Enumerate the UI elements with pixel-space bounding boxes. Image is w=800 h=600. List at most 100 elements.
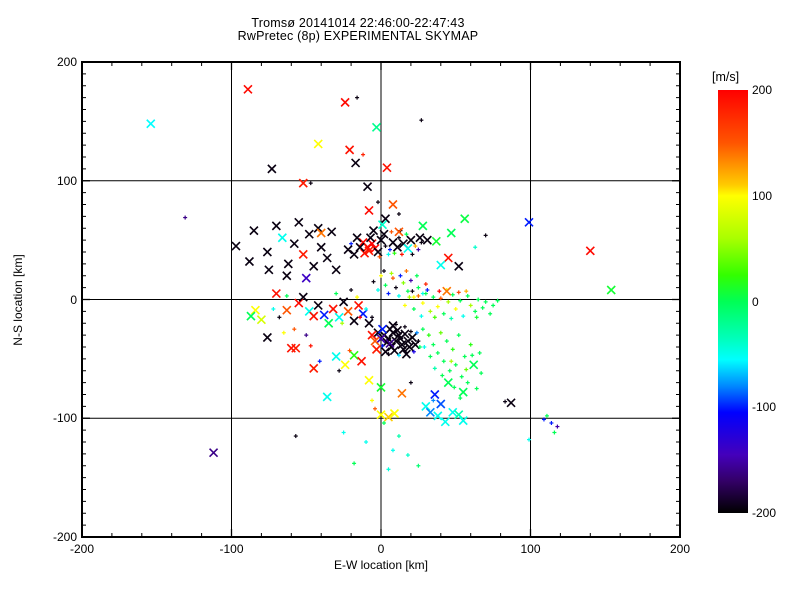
data-point-x xyxy=(294,298,304,308)
data-point-x xyxy=(436,399,446,409)
data-point-x xyxy=(433,411,443,421)
data-point-x xyxy=(398,239,408,249)
data-point-x xyxy=(354,300,364,311)
colorbar-tick-label: 0 xyxy=(752,294,759,309)
colorbar-units-label: [m/s] xyxy=(712,70,740,84)
data-point-x xyxy=(322,253,332,263)
data-point-x xyxy=(262,332,272,343)
data-point-x xyxy=(282,271,292,281)
data-point-x xyxy=(356,356,367,366)
x-tick-label: -100 xyxy=(219,542,244,556)
data-point-x xyxy=(460,214,470,224)
data-point-x xyxy=(304,229,314,239)
scatter-points xyxy=(146,84,616,472)
data-point-x xyxy=(385,338,395,349)
data-point-x xyxy=(392,325,403,335)
data-point-x xyxy=(364,205,374,216)
data-point-x xyxy=(371,344,382,354)
data-point-x xyxy=(246,311,256,321)
data-point-x xyxy=(446,228,456,238)
data-point-x xyxy=(327,227,337,237)
data-point-x xyxy=(291,343,301,353)
data-point-x xyxy=(146,119,156,129)
data-point-x xyxy=(322,392,332,402)
colorbar-tick-label: -100 xyxy=(752,400,777,415)
data-point-x xyxy=(349,316,359,326)
data-point-x xyxy=(294,217,304,227)
data-point-x xyxy=(377,324,388,334)
data-point-x xyxy=(271,288,281,299)
data-point-x xyxy=(365,233,376,243)
data-point-x xyxy=(442,286,452,296)
x-tick-label: 200 xyxy=(669,542,691,556)
data-point-x xyxy=(304,306,314,316)
data-point-x xyxy=(364,375,374,385)
x-tick-label: -200 xyxy=(69,542,95,556)
data-point-x xyxy=(309,363,319,373)
data-point-x xyxy=(376,382,386,392)
data-point-x xyxy=(256,315,266,325)
data-point-x xyxy=(362,182,373,192)
data-point-x xyxy=(407,332,417,343)
colorbar-tick-label: -200 xyxy=(752,506,777,520)
data-point-x xyxy=(364,318,374,328)
data-point-x xyxy=(404,342,414,352)
y-tick-label: 0 xyxy=(70,292,77,307)
data-point-x xyxy=(271,221,281,231)
data-point-x xyxy=(208,448,219,458)
data-point-x xyxy=(382,337,392,347)
data-point-x xyxy=(418,221,428,231)
data-point-x xyxy=(371,122,382,132)
data-point-x xyxy=(397,388,407,398)
data-point-x xyxy=(454,261,464,271)
data-point-x xyxy=(364,246,374,256)
x-axis-title: E-W location [km] xyxy=(333,558,429,572)
data-point-x xyxy=(340,360,350,370)
data-point-x xyxy=(376,235,386,245)
data-point-x xyxy=(506,398,516,408)
data-point-x xyxy=(264,265,274,275)
chart-subtitle: RwPretec (8p) EXPERIMENTAL SKYMAP xyxy=(237,28,479,43)
data-point-x xyxy=(454,410,464,420)
data-point-x xyxy=(331,265,341,275)
data-point-x xyxy=(343,306,353,316)
data-point-x xyxy=(379,229,389,239)
data-point-x xyxy=(355,242,365,252)
data-point-x xyxy=(431,236,441,246)
data-point-x xyxy=(389,408,400,419)
data-point-x xyxy=(585,246,595,256)
data-point-x xyxy=(380,347,391,357)
data-point-x xyxy=(309,261,319,271)
data-point-x xyxy=(406,235,416,245)
data-point-x xyxy=(316,228,326,238)
data-point-x xyxy=(401,349,411,359)
data-point-x xyxy=(380,214,391,224)
data-point-x xyxy=(289,239,299,249)
data-point-x xyxy=(313,139,323,149)
data-point-x xyxy=(458,416,468,426)
data-point-x xyxy=(340,97,350,107)
data-point-x xyxy=(301,273,311,283)
data-point-x xyxy=(349,249,359,259)
colorbar xyxy=(718,90,748,513)
data-point-x xyxy=(421,401,431,411)
data-point-x xyxy=(298,292,308,302)
data-point-x xyxy=(443,378,453,388)
data-point-x xyxy=(376,334,386,344)
data-point-x xyxy=(319,310,329,320)
data-point-x xyxy=(422,235,432,245)
data-point-x xyxy=(382,163,392,173)
data-point-x xyxy=(370,336,380,346)
data-point-x xyxy=(352,233,362,243)
data-point-x xyxy=(458,387,468,397)
data-point-x xyxy=(367,330,377,340)
data-point-x xyxy=(440,417,450,427)
y-tick-label: -100 xyxy=(52,411,77,426)
data-point-x xyxy=(328,304,338,314)
data-point-x xyxy=(389,345,400,356)
data-point-x xyxy=(309,311,319,321)
y-axis-title: N-S location [km] xyxy=(11,254,25,346)
data-point-x xyxy=(298,178,308,188)
data-point-x xyxy=(277,233,287,243)
data-point-x xyxy=(391,336,401,346)
